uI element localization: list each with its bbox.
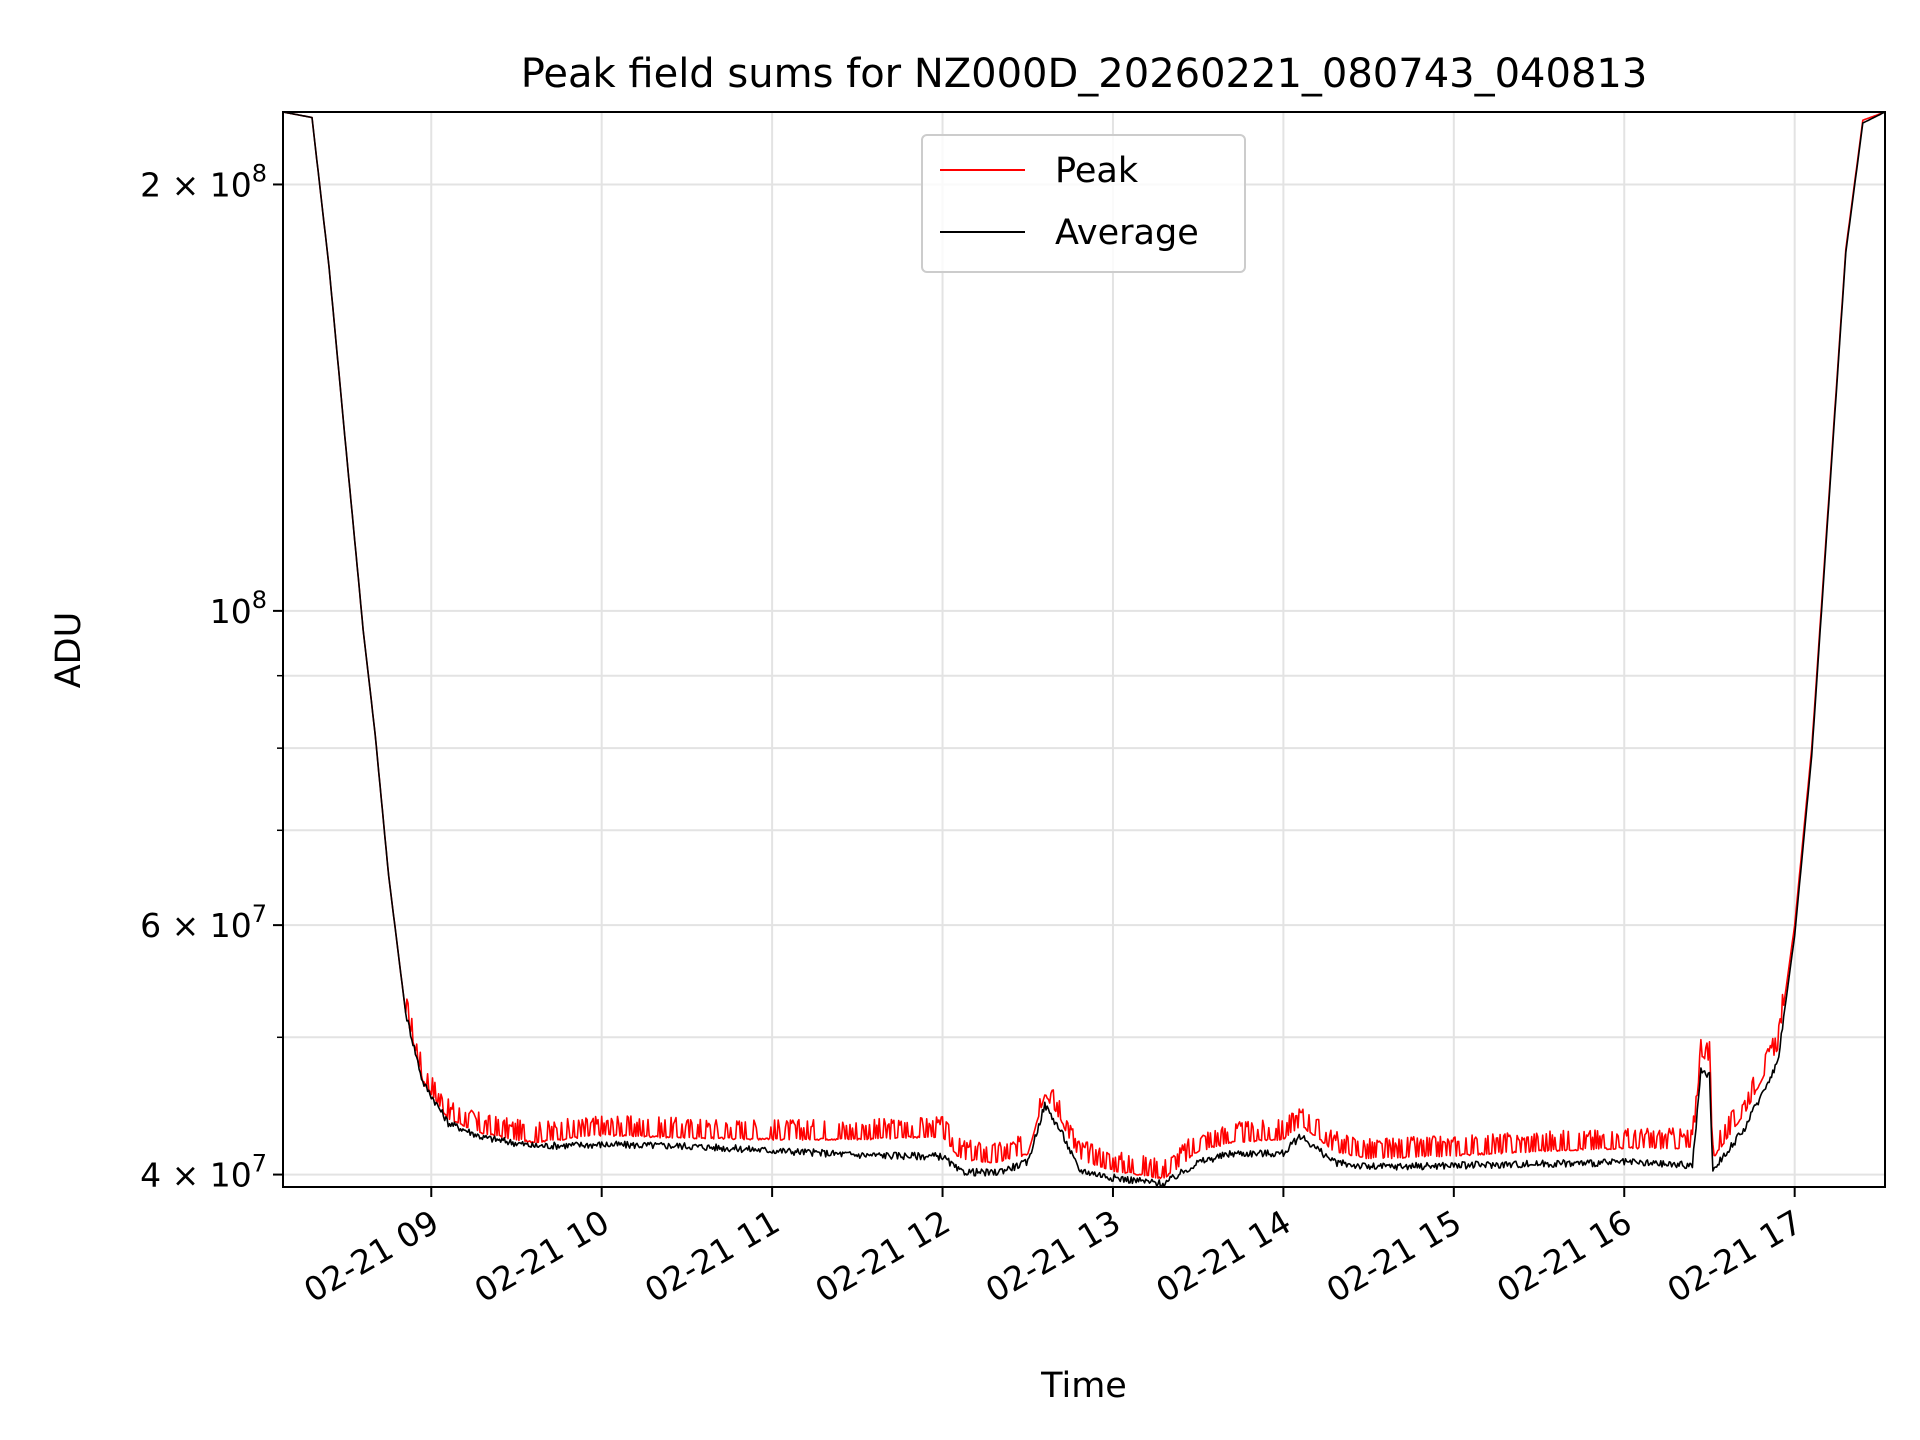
y-tick-label: 4 × 107: [140, 1150, 267, 1195]
legend-label-peak: Peak: [1055, 151, 1139, 191]
x-axis-label: Time: [1040, 1366, 1127, 1406]
chart-title: Peak field sums for NZ000D_20260221_0807…: [521, 51, 1648, 97]
legend: Peak Average: [921, 134, 1246, 273]
series-layer: [282, 111, 1886, 1188]
y-tick-label: 108: [210, 586, 267, 631]
y-tick-label: 6 × 107: [140, 900, 267, 945]
plot-frame: [282, 111, 1886, 1188]
y-axis-label: ADU: [49, 612, 89, 689]
series-line-peak: [282, 111, 1886, 1180]
y-axis: 2 × 108 108 6 × 107 4 × 107: [140, 159, 283, 1195]
legend-label-average: Average: [1055, 213, 1199, 253]
y-tick-label: 2 × 108: [140, 159, 267, 204]
series-line-average: [282, 111, 1886, 1188]
